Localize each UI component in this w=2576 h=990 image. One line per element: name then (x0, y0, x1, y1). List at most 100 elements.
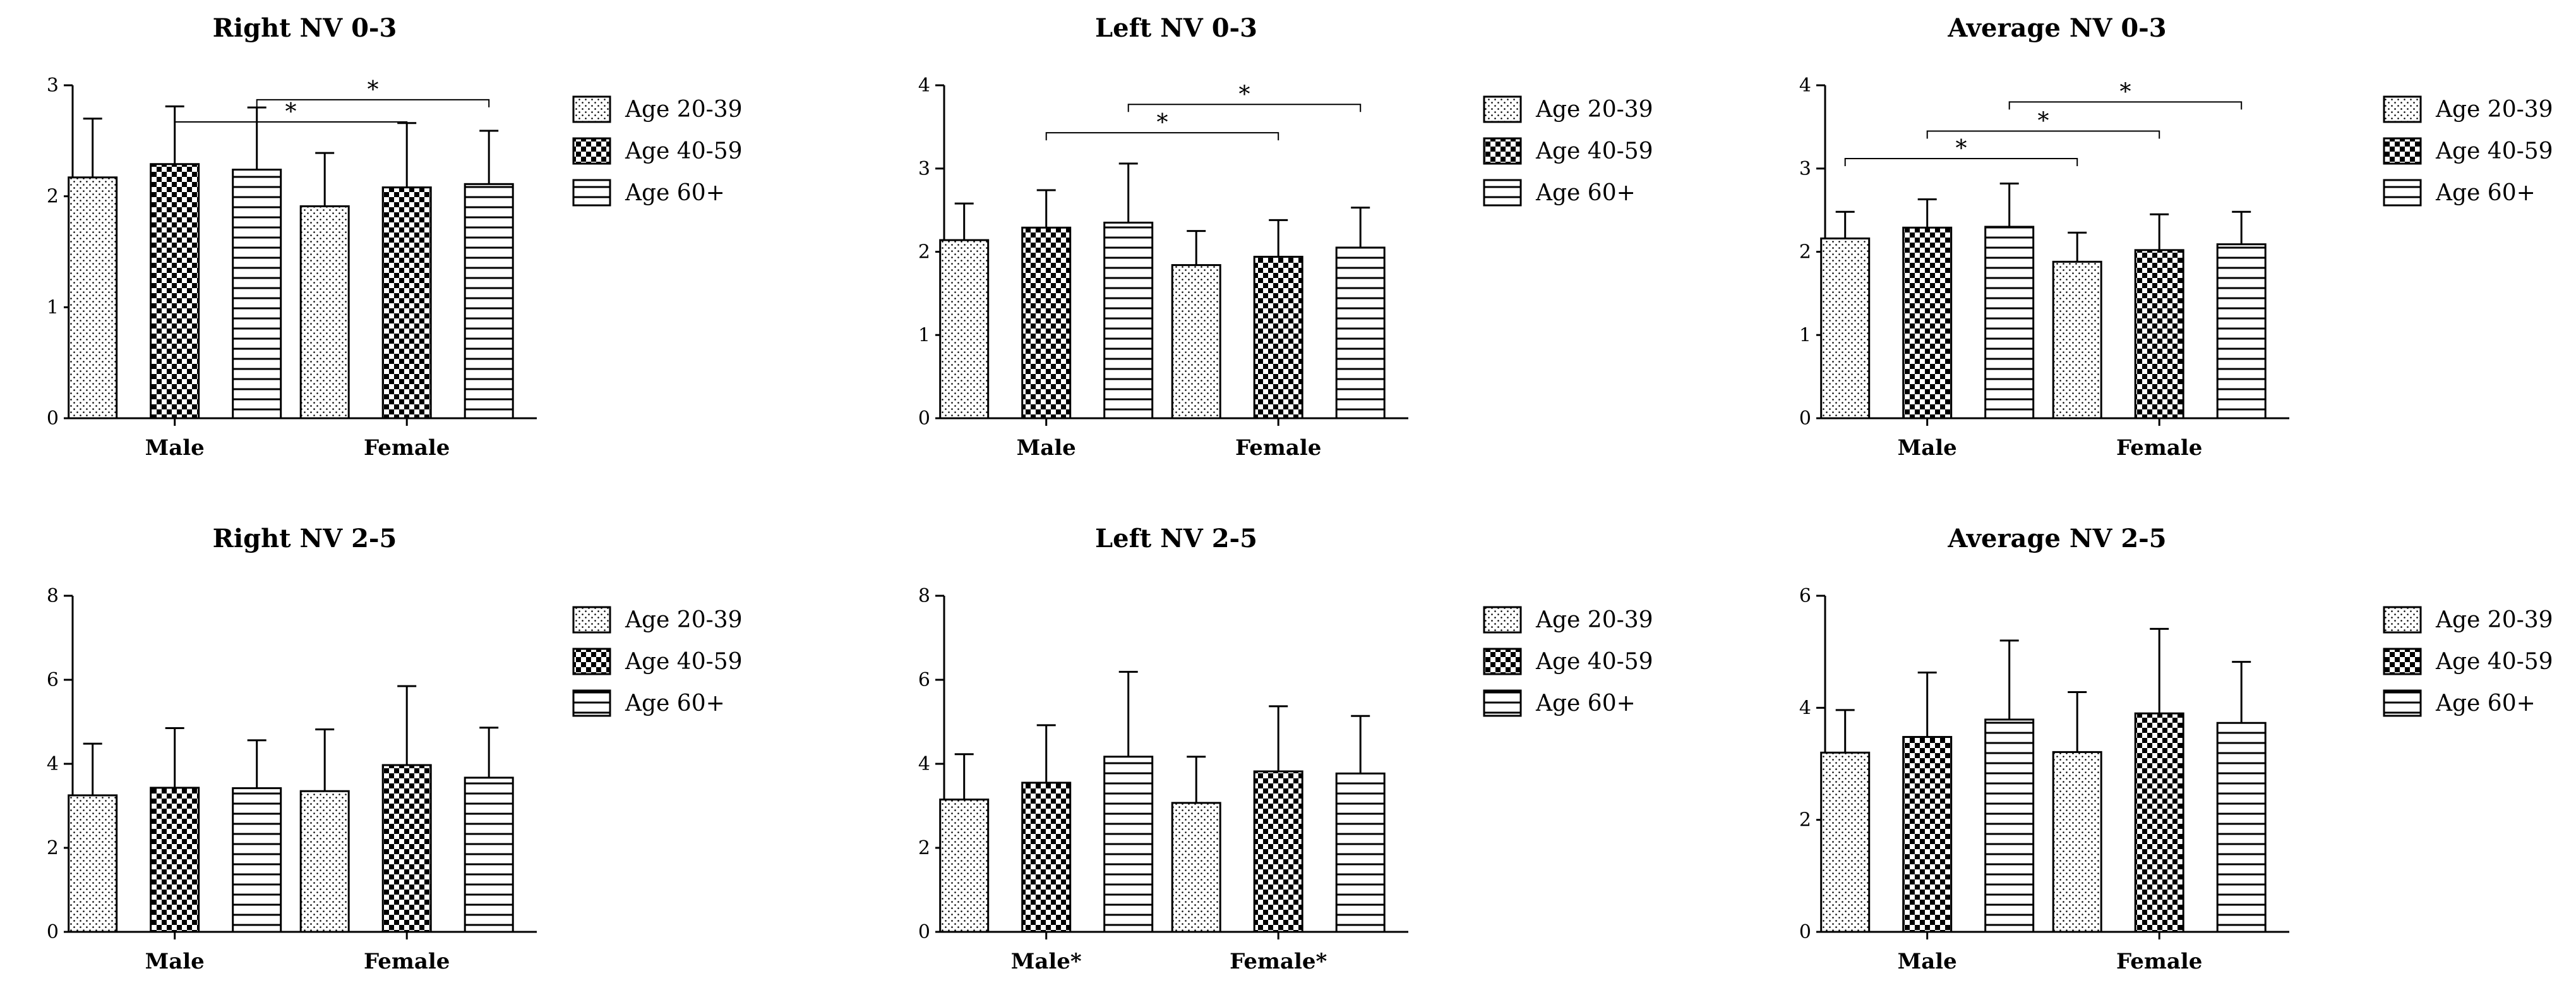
legend-label: Age 40-59 (2435, 138, 2553, 164)
y-tick-label: 2 (47, 837, 59, 859)
chart-panel: Average NV 0-3 0 1 2 3 4 Male Female * * * Age 20-3… (1799, 13, 2553, 461)
y-tick-label: 2 (1799, 241, 1811, 263)
y-tick-label: 2 (918, 241, 930, 263)
x-category-label: Female (2116, 949, 2202, 974)
y-tick-label: 4 (47, 753, 59, 775)
bar (2052, 260, 2102, 420)
legend-swatch (572, 179, 611, 207)
legend-label: Age 20-39 (625, 97, 743, 123)
y-tick-label: 2 (1799, 809, 1811, 831)
y-tick-label: 0 (47, 921, 59, 943)
y-tick-label: 3 (47, 75, 59, 97)
legend: Age 20-39 Age 40-59 Age 60+ (1483, 95, 1653, 207)
significance-label: * (367, 77, 378, 103)
bar (2052, 751, 2102, 933)
legend-label: Age 20-39 (2435, 607, 2553, 633)
bar (1103, 221, 1154, 420)
legend-swatch (1483, 137, 1522, 165)
legend-label: Age 60+ (625, 180, 725, 206)
bar (939, 239, 990, 420)
y-tick-label: 3 (918, 158, 930, 180)
y-tick-label: 6 (918, 669, 930, 691)
significance-label: * (1238, 81, 1250, 107)
bar (1902, 735, 1953, 933)
x-category-label: Male (1898, 949, 1957, 974)
y-tick-label: 0 (47, 407, 59, 430)
legend-swatch (572, 606, 611, 634)
significance-label: * (2037, 108, 2049, 134)
bar (1253, 770, 1303, 933)
y-tick-label: 6 (47, 669, 59, 691)
significance-bracket (256, 99, 490, 107)
x-category-label: Female (364, 435, 450, 461)
bar (232, 787, 282, 933)
y-tick-label: 4 (918, 75, 930, 97)
bar (1171, 264, 1221, 420)
bar (150, 787, 200, 933)
legend-swatch (1483, 689, 1522, 717)
x-category-label: Male (145, 949, 205, 974)
legend: Age 20-39 Age 40-59 Age 60+ (2383, 606, 2553, 717)
y-tick-label: 1 (918, 324, 930, 346)
bar (939, 799, 990, 933)
legend-swatch (2383, 95, 2422, 123)
legend: Age 20-39 Age 40-59 Age 60+ (1483, 606, 1653, 717)
legend-swatch (572, 137, 611, 165)
bar (1171, 802, 1221, 933)
legend-swatch (572, 648, 611, 675)
bar (150, 163, 200, 420)
legend-label: Age 40-59 (1535, 138, 1653, 164)
y-tick-label: 0 (918, 921, 930, 943)
y-tick-label: 4 (918, 753, 930, 775)
legend-label: Age 60+ (1535, 691, 1636, 716)
y-tick-label: 2 (47, 186, 59, 208)
legend-label: Age 20-39 (2435, 97, 2553, 123)
significance-bracket (1045, 132, 1279, 141)
bar (232, 169, 282, 420)
legend-swatch (2383, 179, 2422, 207)
legend: Age 20-39 Age 40-59 Age 60+ (572, 606, 743, 717)
chart-title: Right NV 2-5 (213, 524, 397, 553)
legend-swatch (1483, 606, 1522, 634)
x-category-label: Male (1898, 435, 1957, 461)
y-tick-label: 6 (1799, 585, 1811, 607)
y-tick-label: 2 (918, 837, 930, 859)
chart-title: Left NV 2-5 (1095, 524, 1257, 553)
significance-label: * (2119, 79, 2131, 105)
bar (1820, 237, 1871, 420)
bar (1253, 255, 1303, 420)
bar (2216, 721, 2267, 933)
y-tick-label: 4 (1799, 697, 1811, 719)
bar (1021, 782, 1072, 933)
bar (1902, 226, 1953, 420)
y-tick-label: 4 (1799, 75, 1811, 97)
significance-bracket (1127, 104, 1362, 112)
chart-title: Average NV 0-3 (1947, 13, 2166, 43)
legend-swatch (1483, 179, 1522, 207)
legend: Age 20-39 Age 40-59 Age 60+ (572, 95, 743, 207)
legend-label: Age 40-59 (1535, 649, 1653, 675)
significance-bracket (2008, 101, 2243, 110)
x-category-label: Female* (1230, 949, 1327, 974)
chart-title: Left NV 0-3 (1095, 13, 1257, 43)
significance-bracket (1926, 130, 2160, 139)
bar (2134, 712, 2184, 933)
chart-title: Right NV 0-3 (213, 13, 397, 43)
legend-swatch (2383, 689, 2422, 717)
significance-bracket (1844, 157, 2078, 166)
legend-label: Age 40-59 (2435, 649, 2553, 675)
bar (1103, 756, 1154, 933)
legend: Age 20-39 Age 40-59 Age 60+ (2383, 95, 2553, 207)
x-category-label: Male (1017, 435, 1076, 461)
legend-label: Age 60+ (625, 691, 725, 716)
bar (68, 794, 118, 933)
y-tick-label: 0 (918, 407, 930, 430)
bar (1820, 751, 1871, 933)
bar (2134, 249, 2184, 420)
bar (1335, 772, 1386, 933)
legend-swatch (2383, 137, 2422, 165)
